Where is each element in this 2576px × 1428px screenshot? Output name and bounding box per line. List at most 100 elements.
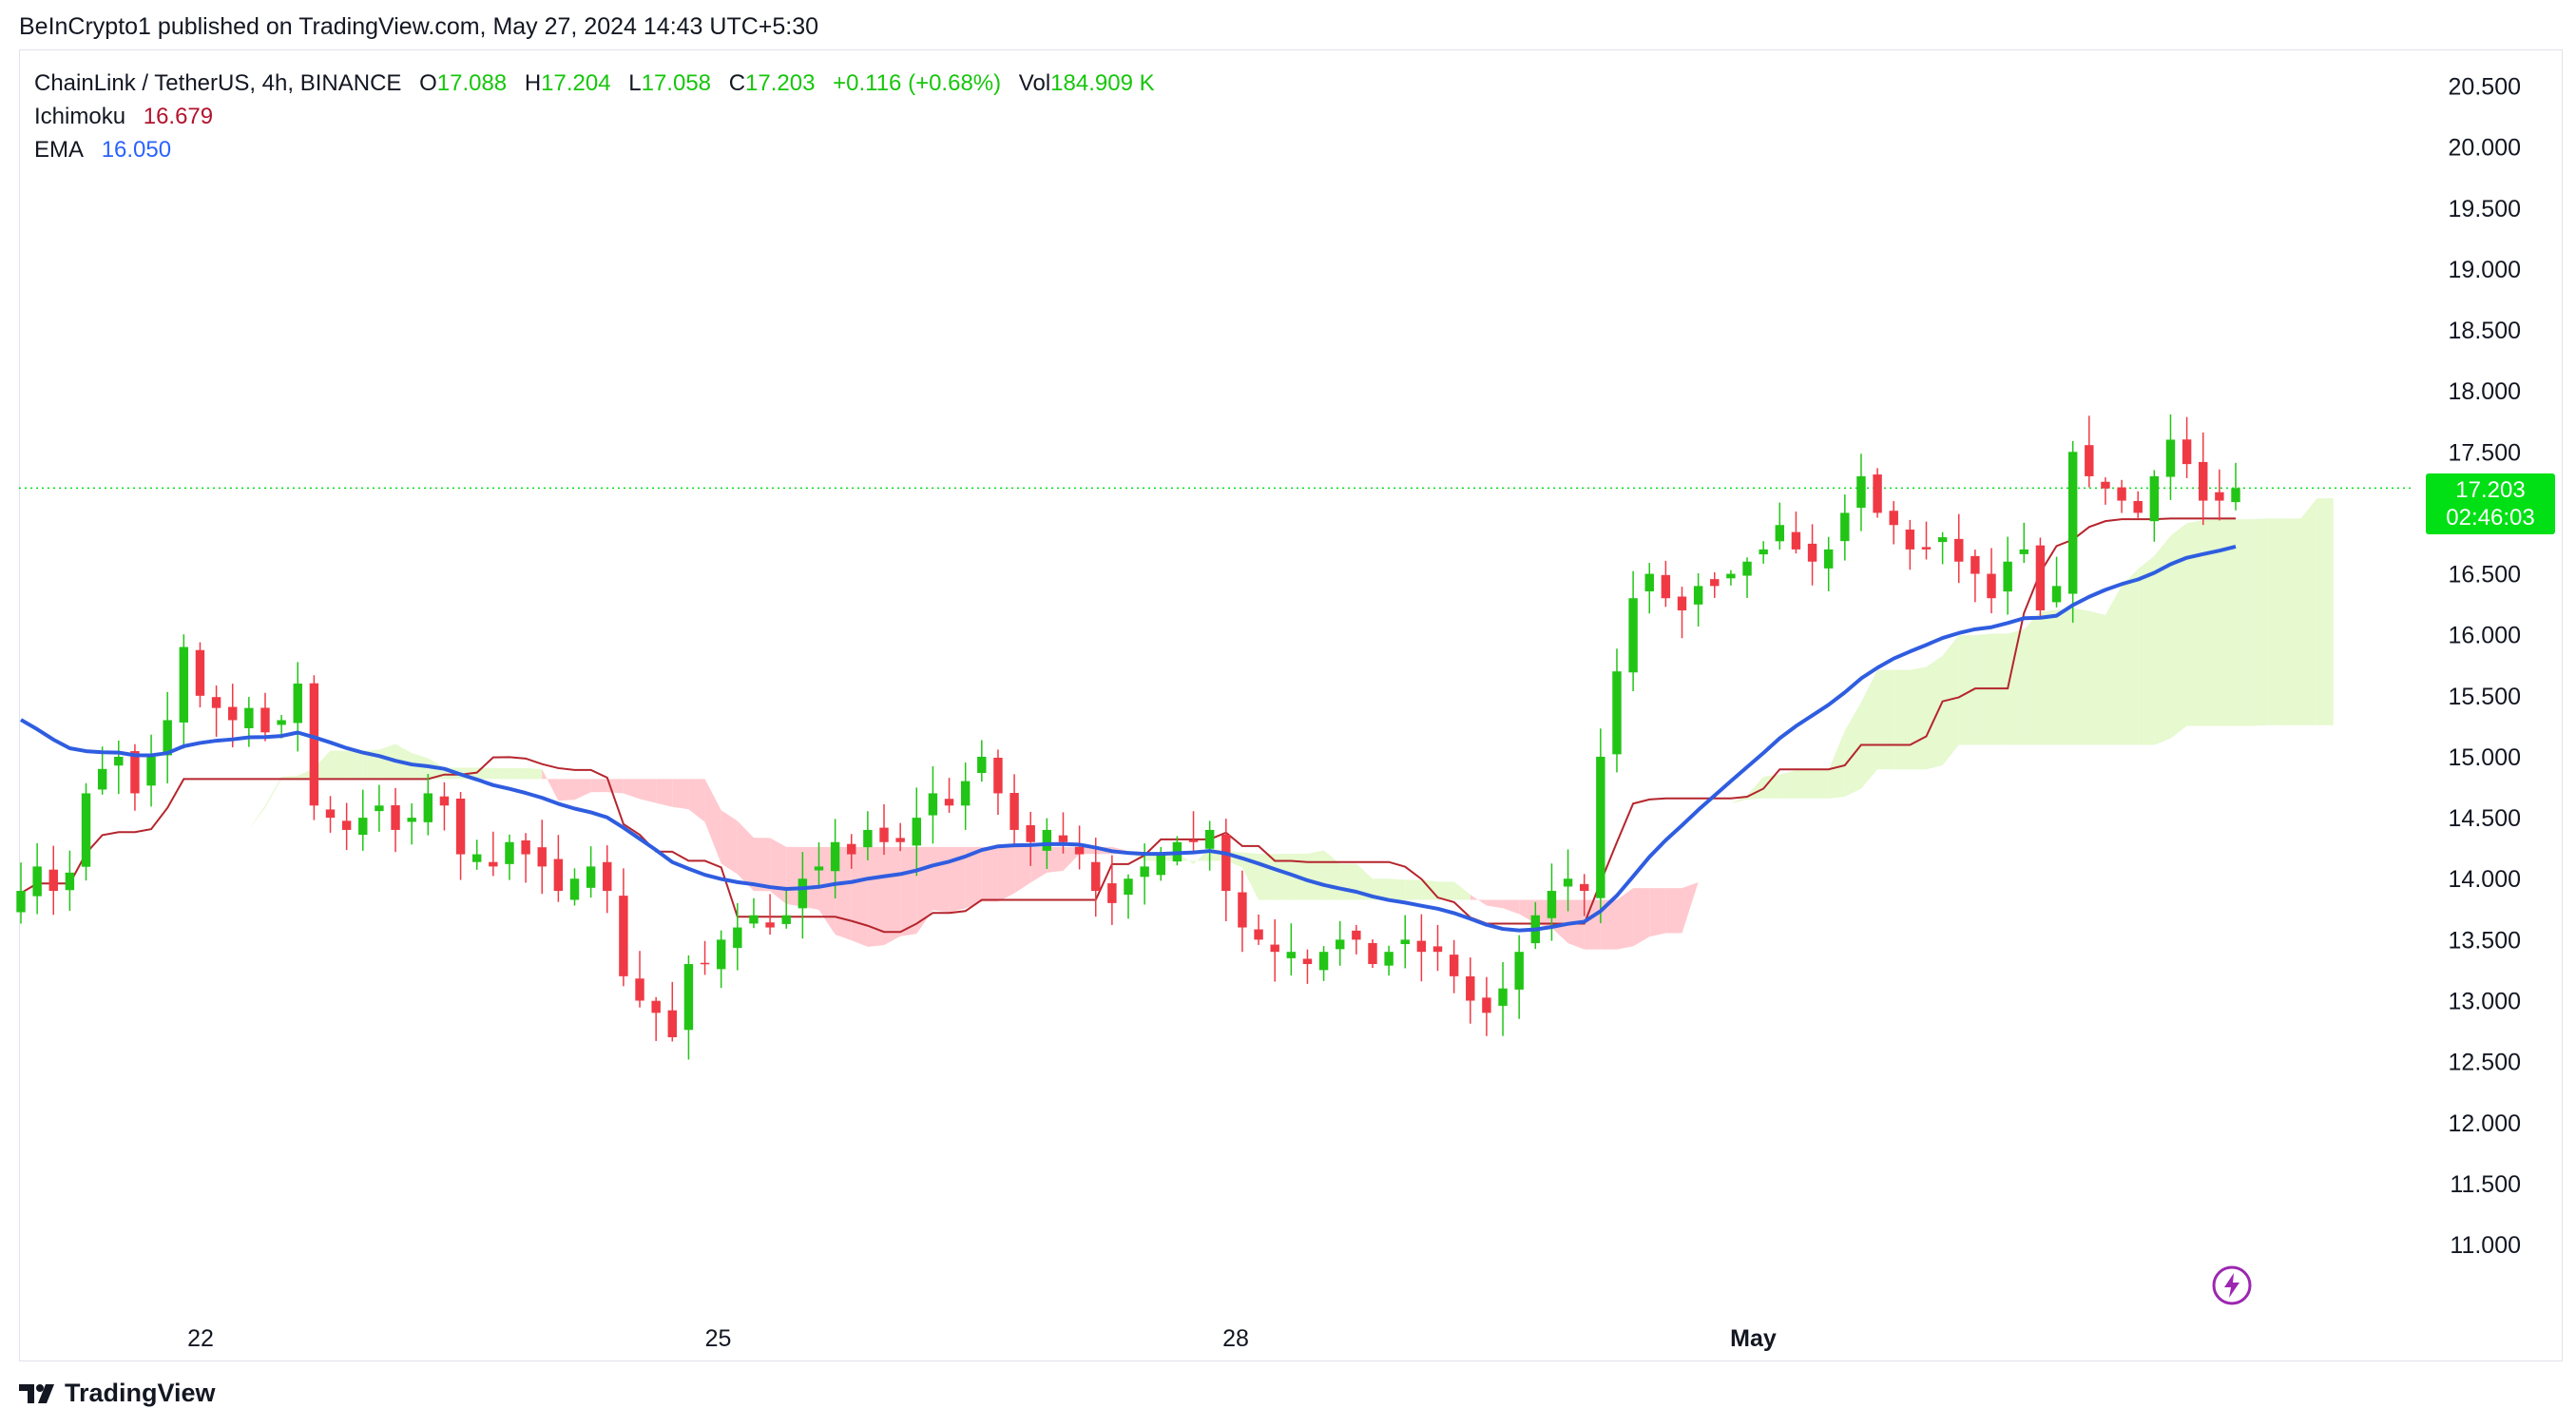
y-tick-label: 20.000 [2449,135,2521,162]
candle-body [32,866,42,897]
candle-body [553,859,564,892]
cloud-segment [1763,774,1780,799]
cloud-segment [1958,635,1975,745]
y-tick-label: 11.500 [2450,1171,2521,1198]
flash-icon[interactable] [2211,1264,2253,1306]
candle-body [700,962,710,965]
candle-body [2149,475,2160,522]
cloud-segment [1323,850,1340,900]
symbol-label[interactable]: ChainLink / TetherUS, 4h, BINANCE [34,70,402,96]
cloud-segment [2008,629,2025,745]
candle-body [1937,537,1948,543]
y-tick-label: 15.000 [2449,744,2521,771]
candle-body [1156,854,1165,876]
cloud-segment [330,750,347,780]
candle-body [244,707,254,728]
candle-body [1449,955,1459,976]
candle-body [48,869,58,892]
cloud-segment [2170,523,2187,739]
candle-body [2182,439,2192,465]
candle-body [1759,549,1768,555]
volume-value: 184.909 K [1050,70,1155,96]
candle-body [260,707,270,733]
cloud-segment [1453,881,1471,900]
candle-body [1889,511,1898,526]
cloud-segment [2219,519,2236,726]
x-tick-label: 25 [705,1325,732,1352]
ema-value: 16.050 [101,137,172,163]
x-tick-label: 28 [1222,1325,1249,1352]
candle-body [1058,835,1068,842]
candle-body [1661,574,1671,599]
cloud-segment [1633,888,1650,947]
price-axis[interactable]: 20.500 20.000 19.500 19.000 18.500 18.000 17.5… [2449,73,2521,1259]
candle-body [309,683,319,806]
cloud-segment [1372,878,1390,900]
cloud-segment [1942,635,1959,765]
cloud-segment [770,838,787,904]
candle-body [277,720,286,725]
symbol-row: ChainLink / TetherUS, 4h, BINANCE O17.08… [34,67,1155,100]
cloud-segment [2186,520,2203,726]
candle-body [863,829,873,848]
y-tick-label: 14.000 [2449,866,2521,893]
cloud-segment [1503,899,1520,915]
candle-body [2051,586,2062,603]
candle-body [2085,445,2094,476]
candle-body [1368,942,1377,965]
last-price-value: 17.203 [2455,477,2526,503]
cloud-segment [476,767,493,780]
candle-body [1514,952,1524,990]
last-price-tag: 17.203 02:46:03 [2426,473,2555,534]
y-tick-label: 11.000 [2450,1232,2521,1259]
candle-body [2133,500,2143,513]
tradingview-logo[interactable]: TradingView [19,1379,216,1408]
cloud-segment [1389,878,1406,900]
candle-body [1188,839,1199,842]
candle-body [1482,997,1491,1013]
candle-body [1791,531,1801,550]
high-label: H [524,70,542,96]
cloud-segment [118,883,135,894]
cloud-segment [183,835,201,854]
candle-body [97,768,107,790]
cloud-segment [1470,894,1487,906]
price-chart[interactable]: 20.500 20.000 19.500 19.000 18.500 18.000 17.5… [0,0,2576,1369]
published-line: BeInCrypto1 published on TradingView.com… [19,13,819,40]
cloud-segment [1259,854,1276,900]
candle-body [1140,866,1149,878]
cloud-segment [526,767,543,780]
ichimoku-value: 16.679 [143,104,214,129]
candle-body [1921,547,1932,550]
ema-row[interactable]: EMA 16.050 [34,133,1155,166]
time-axis[interactable]: 222528May691316202327 [187,1325,2576,1352]
candle-body [505,841,514,864]
candle-body [895,838,905,842]
cloud-segment [1584,899,1601,950]
cloud-segment [2105,585,2123,745]
low-label: L [628,70,642,96]
candle-body [358,818,368,836]
candle-body [1612,671,1622,755]
candle-body [716,939,726,970]
cloud-segment [2040,609,2057,745]
y-tick-label: 16.500 [2449,562,2521,589]
y-tick-label: 17.500 [2449,439,2521,466]
candle-body [1726,573,1736,579]
y-tick-label: 18.500 [2449,318,2521,344]
cloud-segment [264,777,282,808]
tradingview-brand: TradingView [65,1379,216,1407]
candle-body [1432,946,1443,953]
ichimoku-cloud [118,498,2334,950]
candle-body [1807,543,1817,562]
candle-body [228,706,238,721]
cloud-segment [2122,569,2139,745]
cloud-segment [1030,846,1048,883]
y-tick-label: 15.500 [2449,684,2521,710]
cloud-segment [1307,850,1324,900]
cloud-segment [640,779,657,803]
ichimoku-row[interactable]: Ichimoku 16.679 [34,100,1155,133]
candle-body [1074,846,1085,855]
cloud-segment [1600,899,1617,950]
cloud-segment [1682,882,1699,934]
